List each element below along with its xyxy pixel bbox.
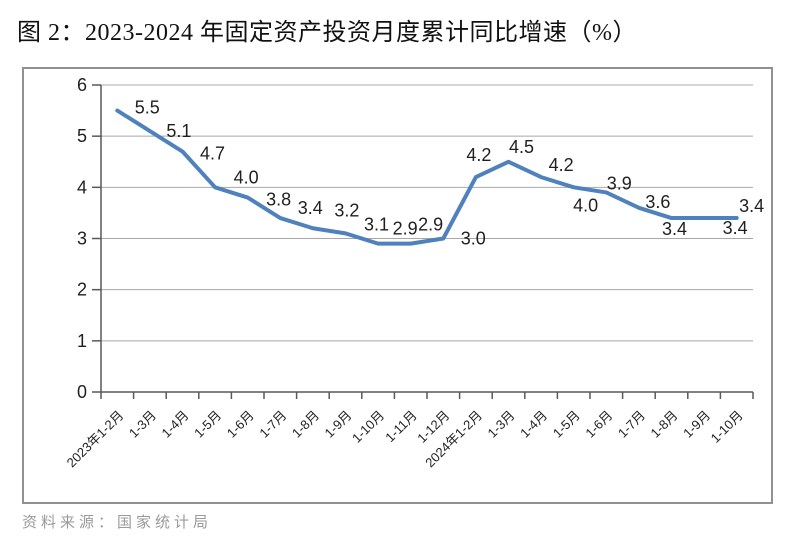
x-tick-label: 1-11月 [382, 408, 420, 446]
data-label: 5.5 [135, 98, 160, 118]
x-axis: 2023年1-2月 1-3月 1-4月 1-5月 1-6月 1-7月 1-8月 1-9月1-1… [64, 391, 754, 471]
x-tick-label: 1-6月 [224, 408, 257, 441]
x-tick-label: 1-3月 [126, 408, 159, 441]
chart-frame: 0 1 2 3 4 5 6 2023年1-2月 1-3月 1-4月 1-5月 1-6月 1-7月 1-8月… [22, 67, 773, 504]
y-tick-label: 0 [77, 382, 87, 402]
data-label: 3.4 [739, 196, 764, 216]
x-tick-label: 1-5月 [550, 408, 583, 441]
data-label: 3.0 [461, 229, 486, 249]
data-label: 4.2 [466, 145, 491, 165]
data-label: 3.4 [662, 219, 687, 239]
x-tick-label: 1-4月 [517, 408, 550, 441]
data-label: 3.9 [607, 173, 632, 193]
source-note: 资料来源：国家统计局 [22, 515, 213, 531]
x-tick-label: 1-7月 [615, 408, 648, 441]
data-label: 3.8 [266, 190, 291, 210]
x-tick-label: 1-10月 [349, 408, 387, 446]
data-label: 4.5 [509, 137, 534, 157]
data-label: 5.1 [166, 121, 191, 141]
y-axis: 0 1 2 3 4 5 6 [77, 75, 102, 402]
data-label: 4.0 [234, 167, 259, 187]
y-tick-label: 1 [77, 331, 87, 351]
data-label: 3.4 [723, 218, 748, 238]
x-tick-label: 1-8月 [289, 408, 322, 441]
y-tick-label: 5 [77, 126, 87, 146]
data-label: 3.2 [334, 200, 359, 220]
y-tick-label: 6 [77, 75, 87, 95]
data-label: 2.9 [418, 215, 443, 235]
x-tick-label: 1-4月 [159, 408, 192, 441]
x-tick-label: 2023年1-2月 [64, 408, 127, 471]
data-label: 2.9 [393, 219, 418, 239]
y-tick-label: 4 [77, 177, 87, 197]
data-label: 3.4 [298, 198, 323, 218]
y-tick-label: 2 [77, 280, 87, 300]
x-tick-label: 1-5月 [191, 408, 224, 441]
gridlines [101, 84, 753, 342]
y-tick-label: 3 [77, 229, 87, 249]
chart-title: 图 2：2023-2024 年固定资产投资月度累计同比增速（%） [17, 20, 637, 46]
data-label: 4.0 [573, 195, 598, 215]
data-label: 4.2 [549, 155, 574, 175]
series-line [115, 108, 739, 246]
x-tick-label: 1-7月 [256, 408, 289, 441]
data-label: 3.6 [645, 192, 670, 212]
data-label: 4.7 [200, 144, 225, 164]
data-labels: 5.55.14.74.03.8 3.4 3.23.1 2.9 2.93.04.2 4.54… [135, 98, 764, 249]
x-tick-label: 1-6月 [582, 408, 615, 441]
x-tick-label: 1-3月 [485, 408, 518, 441]
x-tick-label: 1-10月 [708, 408, 746, 446]
data-label: 3.1 [364, 214, 389, 234]
x-tick-label: 1-8月 [648, 408, 681, 441]
